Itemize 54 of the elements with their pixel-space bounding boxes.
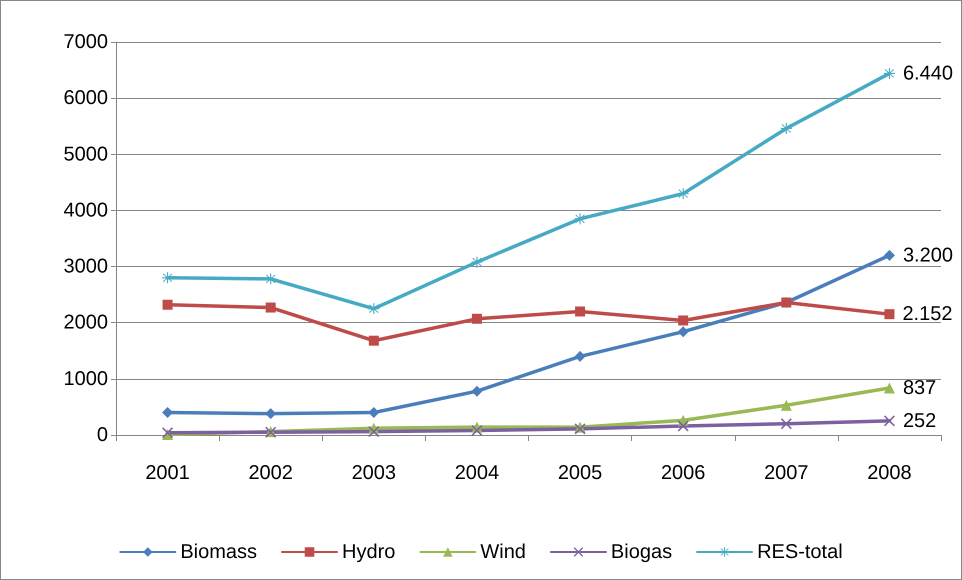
point bbox=[471, 425, 482, 436]
point bbox=[471, 386, 482, 397]
point bbox=[368, 407, 380, 418]
y-tick-label: 3000 bbox=[64, 256, 108, 278]
legend-label: Biogas bbox=[610, 541, 672, 563]
x-tick-label: 2007 bbox=[764, 462, 809, 484]
point bbox=[368, 426, 380, 438]
point bbox=[574, 350, 586, 362]
point bbox=[368, 336, 379, 346]
point bbox=[472, 314, 482, 324]
point bbox=[162, 300, 173, 310]
point bbox=[162, 272, 174, 284]
x-tick-label: 2002 bbox=[248, 462, 293, 484]
x-tick-label: 2005 bbox=[558, 462, 602, 484]
point bbox=[368, 303, 380, 314]
point bbox=[678, 420, 689, 432]
x-tick-label: 2004 bbox=[454, 462, 500, 484]
y-tick-label: 2000 bbox=[64, 312, 108, 334]
legend-label: RES-total bbox=[757, 541, 843, 563]
data-label: 3.200 bbox=[902, 244, 953, 266]
point bbox=[884, 415, 895, 426]
y-tick-label: 7000 bbox=[64, 31, 108, 53]
point bbox=[471, 256, 482, 268]
point bbox=[884, 309, 894, 320]
point bbox=[575, 306, 586, 316]
y-tick-label: 5000 bbox=[64, 143, 108, 166]
point bbox=[780, 400, 792, 411]
data-label: 252 bbox=[902, 410, 936, 432]
x-tick-label: 2006 bbox=[660, 462, 706, 484]
point bbox=[884, 68, 895, 79]
point bbox=[265, 273, 276, 284]
point bbox=[266, 302, 276, 313]
point bbox=[884, 250, 895, 261]
x-tick-label: 2001 bbox=[145, 462, 190, 484]
legend-label: Hydro bbox=[342, 541, 396, 563]
point bbox=[780, 418, 792, 430]
point bbox=[265, 408, 276, 420]
y-tick-label: 1000 bbox=[64, 368, 108, 390]
point bbox=[678, 188, 689, 200]
point bbox=[574, 213, 586, 224]
y-tick-label: 4000 bbox=[64, 199, 108, 222]
x-tick-label: 2003 bbox=[352, 462, 396, 484]
point bbox=[678, 326, 689, 338]
legend-label: Wind bbox=[480, 541, 526, 563]
y-tick-label: 6000 bbox=[64, 87, 108, 110]
data-label: 837 bbox=[902, 377, 936, 400]
data-label: 6.440 bbox=[902, 62, 953, 84]
point bbox=[884, 382, 895, 394]
x-tick-label: 2008 bbox=[867, 462, 912, 484]
point bbox=[780, 122, 792, 134]
point bbox=[678, 315, 688, 326]
y-tick-label: 0 bbox=[96, 424, 108, 446]
legend-label: Biomass bbox=[180, 541, 258, 563]
data-label: 2.152 bbox=[902, 303, 952, 326]
